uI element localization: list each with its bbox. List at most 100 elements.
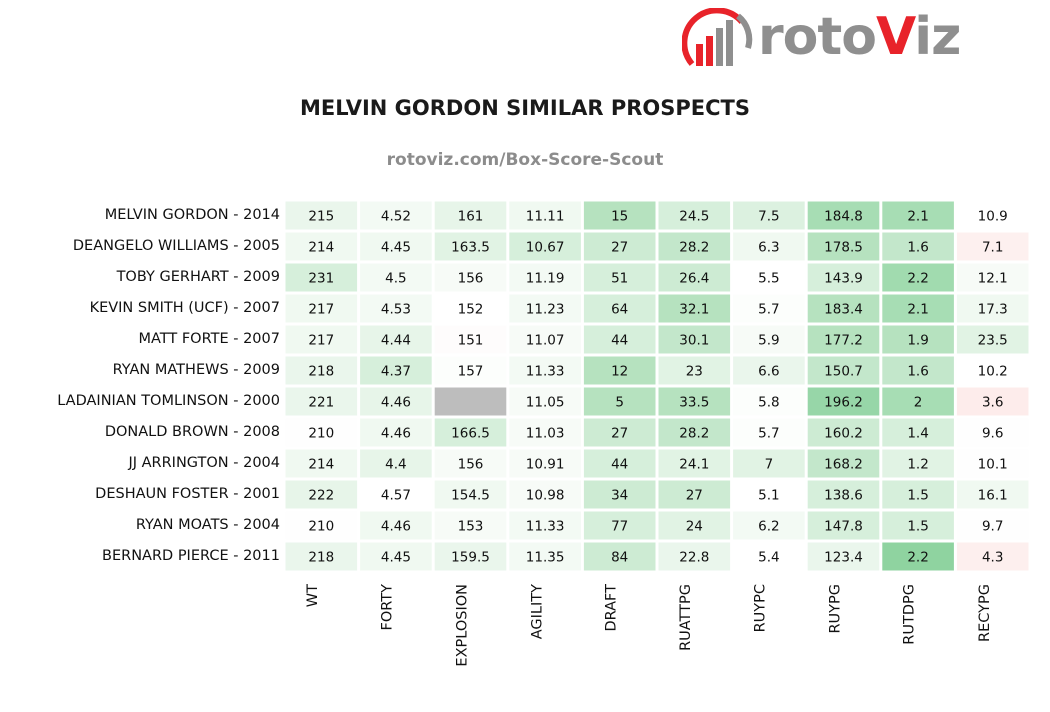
heatmap-cell bbox=[285, 449, 358, 478]
heatmap-cell bbox=[285, 418, 358, 447]
heatmap-cell bbox=[882, 387, 954, 416]
cell-value: 33.5 bbox=[679, 395, 709, 411]
cell-value: 17.3 bbox=[978, 302, 1008, 318]
heatmap-cell bbox=[360, 356, 432, 385]
column-label-text: AGILITY bbox=[529, 584, 546, 640]
column-label-text: RUYPG bbox=[827, 584, 844, 634]
column-label: EXPLOSION bbox=[451, 584, 471, 684]
heatmap-cell bbox=[658, 356, 731, 385]
heatmap-cell bbox=[360, 387, 432, 416]
heatmap-cell bbox=[509, 387, 581, 416]
heatmap-cell bbox=[733, 542, 805, 571]
row-label: DONALD BROWN - 2008 bbox=[104, 424, 280, 440]
cell-value: 7 bbox=[765, 457, 774, 473]
heatmap-cell bbox=[807, 542, 880, 571]
cell-value: 24.5 bbox=[679, 209, 709, 225]
heatmap-cell bbox=[360, 325, 432, 354]
heatmap-cell bbox=[807, 449, 880, 478]
row-label: RYAN MOATS - 2004 bbox=[135, 517, 280, 533]
row-label: BERNARD PIERCE - 2011 bbox=[102, 548, 280, 564]
cell-value: 157 bbox=[458, 364, 484, 380]
cell-value: 4.52 bbox=[381, 209, 411, 225]
heatmap-cell bbox=[658, 542, 731, 571]
column-label: DRAFT bbox=[600, 584, 620, 684]
heatmap-cell bbox=[285, 387, 358, 416]
heatmap-cell bbox=[956, 542, 1029, 571]
heatmap-cell bbox=[882, 418, 954, 447]
cell-value: 24 bbox=[686, 519, 703, 535]
column-label: RUTDPG bbox=[898, 584, 918, 684]
cell-value: 5.9 bbox=[758, 333, 779, 349]
column-label: RUYPG bbox=[824, 584, 844, 684]
cell-value: 183.4 bbox=[824, 302, 863, 318]
heatmap-cell bbox=[956, 232, 1029, 261]
logo-wordmark-v: V bbox=[875, 7, 915, 67]
chart-subtitle: rotoviz.com/Box-Score-Scout bbox=[386, 150, 664, 170]
cell-value: 196.2 bbox=[824, 395, 863, 411]
cell-value: 11.23 bbox=[526, 302, 565, 318]
cell-value: 6.3 bbox=[758, 240, 779, 256]
cell-value: 4.45 bbox=[381, 240, 411, 256]
heatmap-cell bbox=[956, 356, 1029, 385]
cell-value: 184.8 bbox=[824, 209, 863, 225]
heatmap-cell bbox=[509, 418, 581, 447]
column-label-text: RUATTPG bbox=[678, 584, 695, 651]
column-label: AGILITY bbox=[525, 584, 545, 684]
cell-value: 5.7 bbox=[758, 426, 779, 442]
heatmap-cell bbox=[807, 356, 880, 385]
heatmap-cell bbox=[733, 294, 805, 323]
cell-value: 10.91 bbox=[526, 457, 565, 473]
heatmap-cell bbox=[285, 263, 358, 292]
cell-value: 28.2 bbox=[679, 426, 709, 442]
heatmap-cell bbox=[733, 263, 805, 292]
heatmap-cell bbox=[360, 511, 432, 540]
column-label-text: RECYPG bbox=[976, 584, 993, 642]
row-label: DESHAUN FOSTER - 2001 bbox=[95, 486, 280, 502]
heatmap-cell bbox=[733, 325, 805, 354]
cell-value: 5.5 bbox=[758, 271, 779, 287]
heatmap-cell bbox=[434, 418, 507, 447]
cell-value: 214 bbox=[308, 457, 334, 473]
cell-value: 4.45 bbox=[381, 550, 411, 566]
heatmap-cell bbox=[434, 294, 507, 323]
heatmap-cell bbox=[509, 356, 581, 385]
cell-value: 221 bbox=[308, 395, 334, 411]
heatmap-cell bbox=[583, 201, 656, 230]
cell-value: 10.9 bbox=[978, 209, 1008, 225]
heatmap-cell bbox=[509, 294, 581, 323]
cell-value: 123.4 bbox=[824, 550, 863, 566]
logo-wordmark-suffix: iz bbox=[914, 7, 961, 67]
cell-value: 1.6 bbox=[907, 364, 928, 380]
cell-value: 5.4 bbox=[758, 550, 779, 566]
heatmap-cell bbox=[658, 387, 731, 416]
cell-value: 161 bbox=[458, 209, 484, 225]
heatmap-cell bbox=[509, 449, 581, 478]
cell-value: 5.7 bbox=[758, 302, 779, 318]
cell-value: 12.1 bbox=[978, 271, 1008, 287]
cell-value: 214 bbox=[308, 240, 334, 256]
cell-value: 6.6 bbox=[758, 364, 779, 380]
column-label-text: DRAFT bbox=[603, 584, 620, 632]
cell-value: 11.35 bbox=[526, 550, 565, 566]
heatmap-cell bbox=[360, 201, 432, 230]
column-label: RUYPC bbox=[749, 584, 769, 684]
column-label-text: EXPLOSION bbox=[454, 584, 471, 667]
row-label: RYAN MATHEWS - 2009 bbox=[112, 362, 280, 378]
heatmap-cell bbox=[658, 325, 731, 354]
cell-value: 22.8 bbox=[679, 550, 709, 566]
heatmap-cell bbox=[509, 232, 581, 261]
heatmap-cell bbox=[583, 418, 656, 447]
cell-value: 4.46 bbox=[381, 519, 411, 535]
cell-value: 4.5 bbox=[385, 271, 406, 287]
row-label: MATT FORTE - 2007 bbox=[138, 331, 280, 347]
heatmap-cell bbox=[583, 511, 656, 540]
cell-value: 2.1 bbox=[907, 302, 928, 318]
cell-value: 2.2 bbox=[907, 271, 928, 287]
column-label-text: FORTY bbox=[379, 584, 396, 631]
cell-value: 152 bbox=[458, 302, 484, 318]
heatmap-cell bbox=[583, 263, 656, 292]
heatmap-cell bbox=[434, 480, 507, 509]
cell-value: 27 bbox=[611, 426, 628, 442]
cell-value: 4.37 bbox=[381, 364, 411, 380]
cell-value: 210 bbox=[308, 519, 334, 535]
